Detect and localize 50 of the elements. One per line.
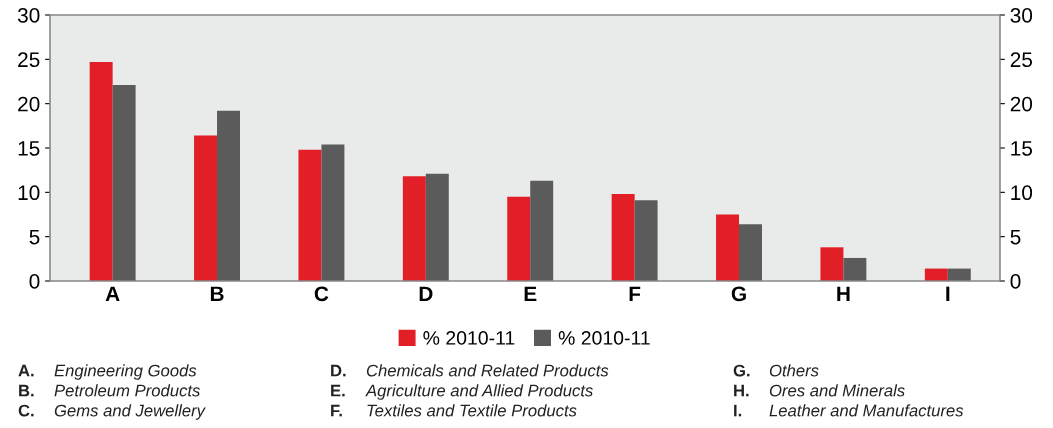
bar bbox=[112, 85, 136, 281]
bar bbox=[298, 149, 322, 281]
x-tick-label: C bbox=[314, 286, 329, 302]
y2-tick-label: 20 bbox=[1010, 96, 1033, 112]
y-tick-label: 0 bbox=[29, 274, 40, 289]
y2-tick-label: 5 bbox=[1010, 229, 1021, 245]
text: I. Leather and Manufactures bbox=[734, 404, 964, 417]
x-tick-label: I bbox=[946, 286, 950, 301]
text: F. Textiles and Textile Products bbox=[331, 404, 577, 417]
x-tick-label: G bbox=[731, 286, 746, 302]
bar bbox=[89, 61, 113, 281]
y2-tick-label: 30 bbox=[1010, 8, 1033, 23]
text: H. Ores and Minerals bbox=[734, 384, 905, 397]
x-tick-label: F bbox=[629, 286, 641, 301]
bar bbox=[194, 135, 218, 281]
bar bbox=[507, 196, 531, 281]
bar bbox=[425, 173, 449, 281]
y-tick-label: 10 bbox=[18, 185, 40, 201]
legend-label: % 2010-11 bbox=[423, 331, 515, 345]
text: G. Others bbox=[733, 364, 819, 377]
bar bbox=[820, 247, 844, 281]
y2-tick-label: 15 bbox=[1011, 141, 1033, 156]
x-tick-label: H bbox=[837, 286, 850, 301]
text: A. Engineering Goods bbox=[18, 364, 197, 380]
bar bbox=[402, 176, 426, 281]
bar bbox=[611, 194, 635, 281]
y2-tick-label: 25 bbox=[1010, 52, 1033, 68]
bar bbox=[716, 214, 740, 281]
bar bbox=[321, 144, 345, 281]
text: E. Agriculture and Allied Products bbox=[331, 384, 593, 400]
x-tick-label: B bbox=[210, 286, 224, 301]
y2-tick-label: 10 bbox=[1011, 185, 1033, 201]
y-tick-label: 15 bbox=[18, 141, 40, 156]
bar bbox=[530, 180, 554, 281]
y2-tick-label: 0 bbox=[1010, 274, 1021, 289]
y-tick-label: 25 bbox=[18, 52, 40, 68]
text: C. Gems and Jewellery bbox=[18, 404, 206, 420]
bar bbox=[739, 224, 762, 281]
x-tick-label: D bbox=[419, 286, 433, 301]
bar bbox=[843, 257, 867, 281]
x-tick-label: E bbox=[524, 286, 537, 301]
y-tick-label: 5 bbox=[29, 229, 40, 245]
bar bbox=[634, 200, 658, 281]
bar bbox=[217, 110, 240, 281]
y-tick-label: 20 bbox=[18, 96, 40, 112]
text: D. Chemicals and Related Products bbox=[331, 364, 609, 377]
legend-label: % 2010-11 bbox=[558, 331, 650, 345]
text: B. Petroleum Products bbox=[19, 384, 201, 397]
x-tick-label: A bbox=[105, 286, 120, 301]
y-tick-label: 30 bbox=[17, 8, 40, 23]
